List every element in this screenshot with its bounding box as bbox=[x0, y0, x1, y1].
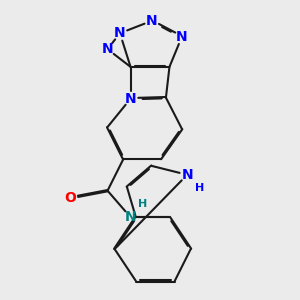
Text: N: N bbox=[176, 30, 188, 44]
Text: N: N bbox=[125, 92, 136, 106]
Text: N: N bbox=[181, 168, 193, 182]
Text: N: N bbox=[102, 42, 113, 56]
Text: N: N bbox=[146, 14, 158, 28]
Text: H: H bbox=[195, 183, 204, 193]
Text: H: H bbox=[138, 200, 148, 209]
Text: N: N bbox=[125, 210, 136, 224]
Text: O: O bbox=[64, 191, 76, 205]
Text: N: N bbox=[114, 26, 126, 40]
